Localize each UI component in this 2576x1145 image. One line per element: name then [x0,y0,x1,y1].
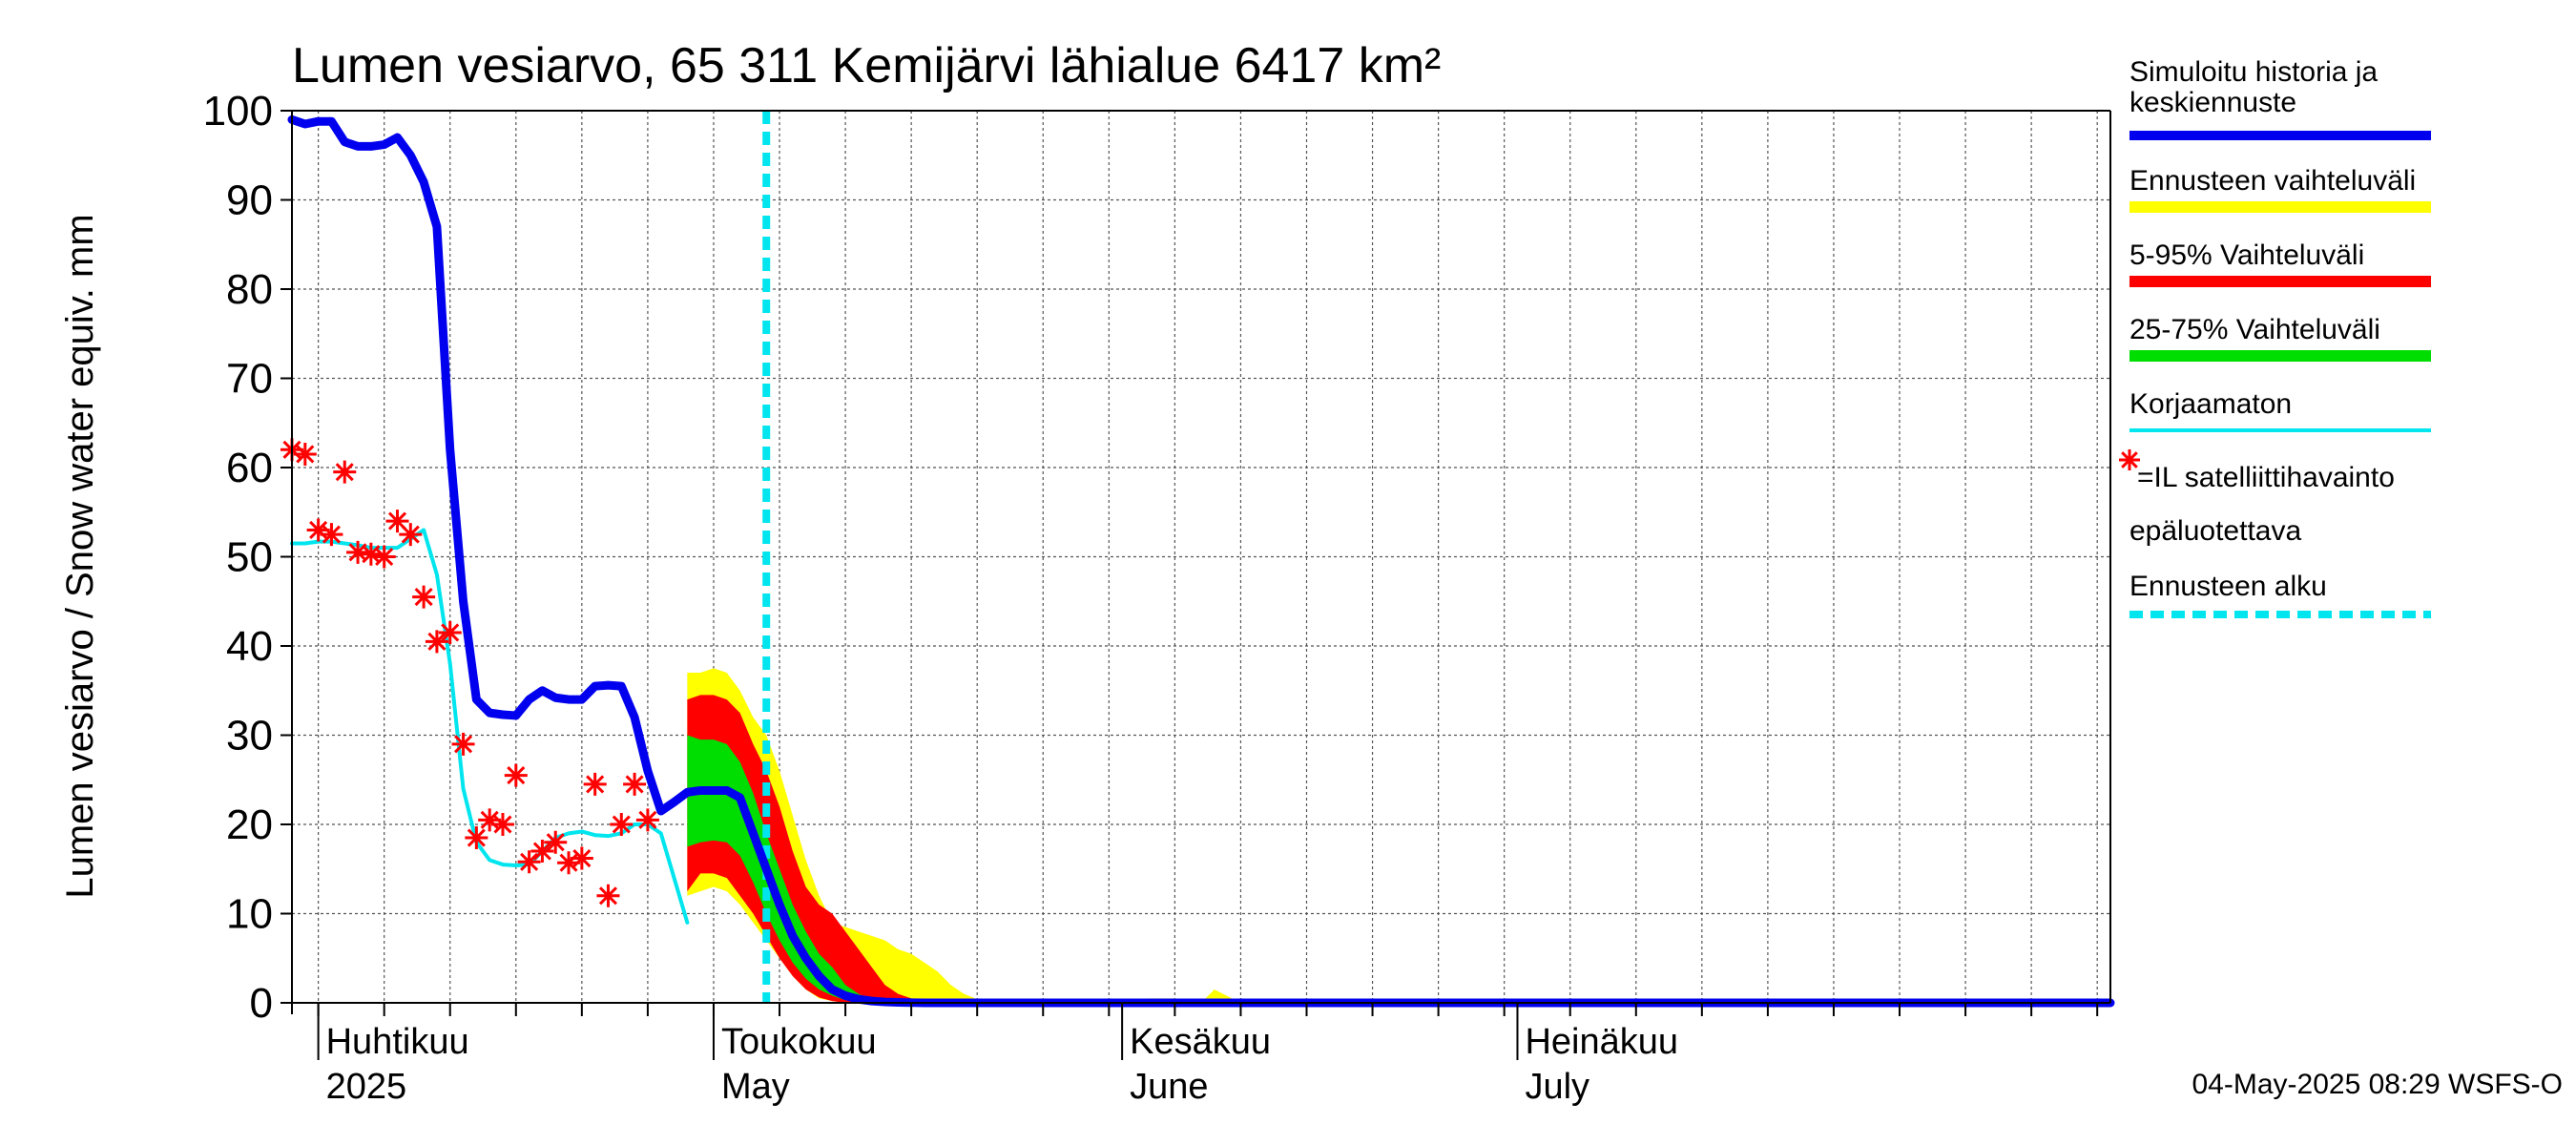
month-label-fi: Huhtikuu [326,1022,469,1062]
observation-point [530,840,554,864]
observation-point [412,585,436,609]
observation-point [478,808,502,832]
y-tick-label: 100 [203,88,273,135]
legend-item-6: epäluotettava [2129,515,2301,547]
observation-point [596,884,620,907]
observation-point [623,772,647,796]
legend-label: Ennusteen alku [2129,571,2327,602]
observation-point [517,850,541,874]
y-tick-label: 40 [226,623,273,670]
observation-point [306,518,330,542]
legend-item-4: Korjaamaton [2129,388,2431,432]
observation-point [583,772,607,796]
month-label-fi: Kesäkuu [1130,1022,1271,1062]
legend-item-1: Ennusteen vaihteluväli [2129,165,2431,213]
y-tick-label: 0 [250,980,273,1027]
legend-label: Ennusteen vaihteluväli [2129,165,2416,197]
month-label-en: May [721,1067,790,1107]
observation-point [333,460,357,484]
y-tick-label: 20 [226,802,273,848]
observation-point [465,826,488,850]
y-tick-label: 50 [226,534,273,581]
month-label-fi: Toukokuu [721,1022,877,1062]
month-label-en: 2025 [326,1067,407,1107]
legend-item-5: =IL satelliittihavainto [2119,449,2395,493]
legend-label: =IL satelliittihavainto [2137,462,2395,493]
legend-item-3: 25-75% Vaihteluväli [2129,314,2431,362]
satellite-observations [280,438,659,907]
observation-point [346,540,370,564]
observation-point [293,442,317,466]
y-axis-label: Lumen vesiarvo / Snow water equiv. mm [59,214,101,898]
observation-point [504,763,528,787]
observation-point [635,808,659,832]
y-tick-label: 90 [226,177,273,224]
legend-item-7: Ennusteen alku [2129,571,2431,618]
legend-label: 5-95% Vaihteluväli [2129,239,2364,271]
legend-label: keskiennuste [2129,87,2296,118]
month-label-fi: Heinäkuu [1525,1022,1678,1062]
y-tick-label: 70 [226,356,273,403]
y-tick-label: 60 [226,445,273,491]
legend-label: epäluotettava [2129,515,2301,547]
month-label-en: June [1130,1067,1208,1107]
y-tick-label: 10 [226,891,273,938]
observation-point [359,542,383,566]
observation-point [490,813,514,836]
observation-point [320,523,343,547]
legend-label: 25-75% Vaihteluväli [2129,314,2380,345]
observation-point [399,523,423,547]
legend-label: Korjaamaton [2129,388,2292,420]
chart-title: Lumen vesiarvo, 65 311 Kemijärvi lähialu… [292,38,1441,94]
y-tick-label: 30 [226,713,273,760]
axes: 0 10 20 30 40 50 60 70 80 90 100 Huhtikuu 2025 Toukok… [203,88,2111,1107]
legend-star [2119,449,2140,470]
observation-point [544,830,568,854]
observation-point [425,630,448,654]
legend-item-2: 5-95% Vaihteluväli [2129,239,2431,287]
observation-point [438,620,462,644]
observation-point [570,846,593,870]
observation-point [610,813,634,836]
observation-point [451,732,475,756]
legend-label: Simuloitu historia ja [2129,56,2378,88]
observation-point [557,851,581,875]
observation-point [385,510,409,533]
month-label-en: July [1525,1067,1589,1107]
observation-point [372,545,396,569]
footer-timestamp: 04-May-2025 08:29 WSFS-O [2192,1069,2564,1100]
y-tick-label: 80 [226,266,273,313]
